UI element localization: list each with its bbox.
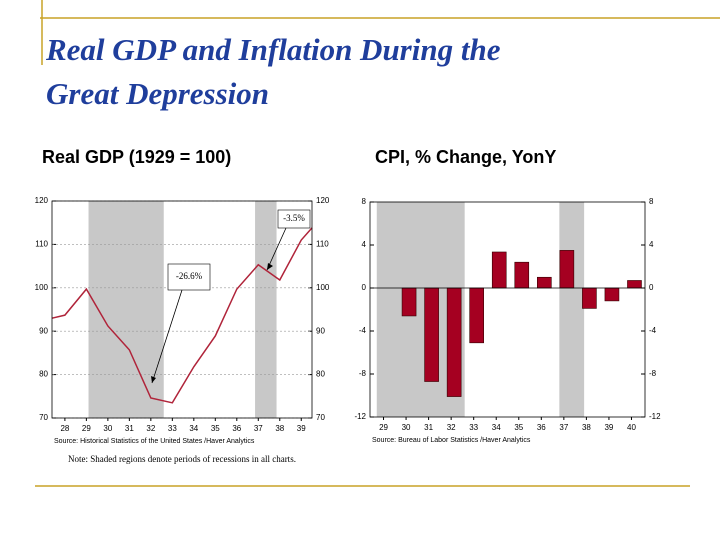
plot-background: [38, 189, 338, 436]
y2-tick-label: 100: [316, 283, 330, 292]
source: Source: Historical Statistics of the Uni…: [54, 438, 255, 445]
y-tick-label: -12: [354, 412, 366, 421]
y2-tick-label: -12: [649, 412, 661, 421]
bar: [514, 261, 530, 289]
y-tick-label: 70: [39, 413, 48, 422]
gdp-line: [51, 227, 313, 404]
bar: [469, 287, 484, 344]
x-tick-label: 37: [559, 423, 568, 432]
annotation-box: [167, 263, 211, 291]
x-tick-label: 38: [275, 424, 284, 433]
x-tick-label: 38: [582, 423, 591, 432]
x-tick-label: 29: [82, 424, 91, 433]
plot-frame: [369, 201, 646, 418]
x-tick-label: 34: [189, 424, 198, 433]
y-tick-label: 120: [35, 196, 49, 205]
annotation: -3.5%: [283, 213, 305, 223]
y-tick-label: -8: [359, 369, 367, 378]
x-tick-label: 33: [469, 423, 478, 432]
recession-shade: [88, 201, 164, 418]
y-tick-label: 8: [362, 197, 367, 206]
arrow-head: [267, 263, 273, 270]
y-tick-label: 80: [39, 370, 48, 379]
bar: [424, 287, 439, 382]
y2-tick-label: 0: [649, 283, 654, 292]
chart-title: Real GDP (1929 = 100): [42, 147, 231, 167]
x-tick-label: 31: [424, 423, 433, 432]
x-tick-label: 33: [168, 424, 177, 433]
y2-tick-label: 80: [316, 370, 325, 379]
y-tick-label: -4: [359, 326, 367, 335]
plot-frame: [51, 200, 313, 419]
x-tick-label: 32: [146, 424, 155, 433]
y-tick-label: 0: [362, 283, 367, 292]
bar: [491, 251, 507, 289]
y2-tick-label: -4: [649, 326, 657, 335]
y2-tick-label: 70: [316, 413, 325, 422]
y2-tick-label: -8: [649, 369, 657, 378]
annotation: -26.6%: [176, 271, 203, 281]
recession-shade: [255, 201, 277, 418]
annotation-box: [277, 209, 311, 229]
x-tick-label: 36: [537, 423, 546, 432]
bar: [401, 287, 417, 317]
x-tick-label: 34: [492, 423, 501, 432]
chart-title: CPI, % Change, YonY: [375, 147, 556, 167]
y2-tick-label: 120: [316, 196, 330, 205]
bar: [627, 280, 642, 289]
source: Source: Bureau of Labor Statistics /Have…: [372, 437, 531, 444]
y2-tick-label: 8: [649, 197, 654, 206]
note: Note: Shaded regions denote periods of r…: [68, 454, 296, 464]
y-tick-label: 110: [35, 240, 48, 249]
x-tick-label: 29: [379, 423, 388, 432]
y-tick-label: 90: [39, 326, 48, 335]
y-tick-label: 100: [35, 283, 49, 292]
x-tick-label: 37: [254, 424, 263, 433]
x-tick-label: 36: [232, 424, 241, 433]
annotation-arrow: [266, 227, 287, 271]
x-tick-label: 30: [402, 423, 411, 432]
bar: [559, 250, 575, 289]
bar: [582, 287, 597, 309]
slide-title: Great Depression: [46, 76, 269, 111]
x-tick-label: 39: [297, 424, 306, 433]
x-tick-label: 35: [211, 424, 220, 433]
bar: [446, 287, 462, 397]
x-tick-label: 31: [125, 424, 134, 433]
y2-tick-label: 90: [316, 326, 325, 335]
bar: [537, 276, 552, 289]
x-tick-label: 30: [103, 424, 112, 433]
annotation-arrow: [151, 289, 183, 384]
y2-tick-label: 110: [316, 240, 329, 249]
bar: [604, 287, 620, 302]
arrow-head: [151, 376, 156, 383]
x-tick-label: 35: [514, 423, 523, 432]
x-tick-label: 32: [447, 423, 456, 432]
x-tick-label: 39: [604, 423, 613, 432]
y-tick-label: 4: [362, 240, 367, 249]
y2-tick-label: 4: [649, 240, 654, 249]
slide-title: Real GDP and Inflation During the: [45, 32, 501, 67]
recession-shade: [559, 202, 585, 417]
x-tick-label: 28: [60, 424, 69, 433]
x-tick-label: 40: [627, 423, 636, 432]
